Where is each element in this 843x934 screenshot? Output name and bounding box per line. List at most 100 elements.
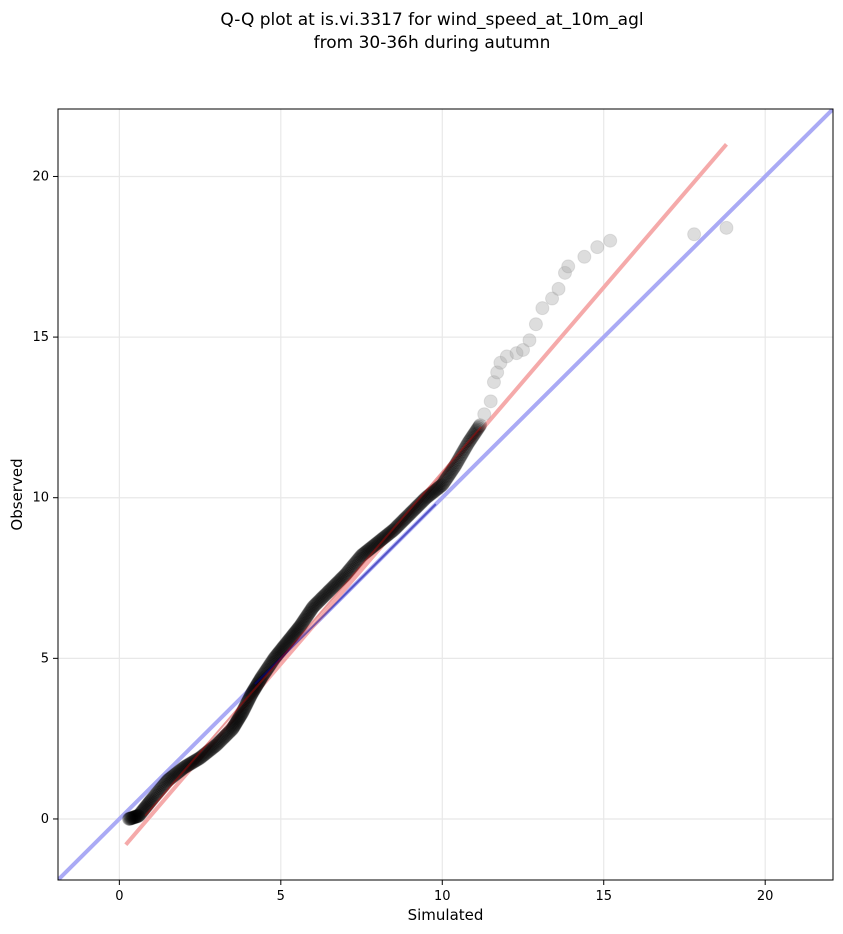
qq-point	[463, 431, 478, 446]
qq-point	[385, 523, 400, 538]
qq-point	[391, 518, 406, 533]
qq-point	[398, 511, 413, 526]
qq-point	[218, 728, 233, 743]
dense-quantile-points	[122, 418, 488, 826]
qq-point	[226, 719, 241, 734]
qq-point	[416, 493, 431, 508]
qq-point	[171, 765, 186, 780]
qq-point	[293, 619, 308, 634]
qq-point	[369, 536, 384, 551]
qq-point	[522, 333, 537, 348]
qq-point	[452, 450, 467, 465]
qq-point	[334, 571, 349, 586]
y-tick-label: 0	[41, 812, 49, 827]
identity-line	[58, 109, 833, 880]
qq-point	[374, 532, 389, 547]
qq-point	[225, 722, 240, 737]
qq-point	[405, 504, 420, 519]
qq-point	[461, 436, 476, 451]
qq-point	[202, 743, 217, 758]
qq-point	[486, 375, 501, 390]
qq-point	[240, 694, 255, 709]
qq-point	[338, 567, 353, 582]
qq-point	[429, 482, 444, 497]
qq-point	[139, 799, 154, 814]
qq-point	[276, 639, 291, 654]
qq-point	[325, 580, 340, 595]
qq-point	[326, 579, 341, 594]
qq-point	[182, 757, 197, 772]
qq-point	[216, 731, 231, 746]
qq-point	[382, 526, 397, 541]
qq-point	[437, 475, 452, 490]
qq-point	[363, 541, 378, 556]
qq-point	[473, 418, 488, 433]
chart-title: Q-Q plot at is.vi.3317 for wind_speed_at…	[220, 10, 643, 53]
qq-point	[381, 527, 396, 542]
qq-point	[457, 442, 472, 457]
qq-point	[286, 627, 301, 642]
qq-point	[228, 717, 243, 732]
qq-point	[283, 631, 298, 646]
qq-point	[158, 776, 173, 791]
qq-point	[159, 774, 174, 789]
qq-point	[468, 425, 483, 440]
qq-point	[375, 532, 390, 547]
qq-point	[314, 591, 329, 606]
qq-point	[401, 507, 416, 522]
qq-point	[164, 770, 179, 785]
qq-point	[356, 546, 371, 561]
qq-point	[443, 465, 458, 480]
qq-point	[292, 620, 307, 635]
qq-point	[281, 634, 296, 649]
qq-point	[235, 705, 250, 720]
qq-point	[140, 797, 155, 812]
qq-point	[313, 593, 328, 608]
qq-point	[185, 755, 200, 770]
qq-point	[201, 744, 216, 759]
qq-point	[250, 677, 265, 692]
qq-point	[294, 617, 309, 632]
qq-point	[420, 489, 435, 504]
qq-point	[471, 420, 486, 435]
qq-point	[143, 793, 158, 808]
qq-point	[307, 598, 322, 613]
qq-point	[277, 638, 292, 653]
fit-line	[124, 143, 728, 846]
qq-point	[467, 426, 482, 441]
qq-point	[386, 522, 401, 537]
qq-point	[130, 809, 145, 824]
qq-point	[195, 749, 210, 764]
sparse-quantile-points	[477, 220, 734, 422]
qq-point	[441, 468, 456, 483]
qq-point	[349, 554, 364, 569]
qq-point	[404, 505, 419, 520]
qq-point	[288, 624, 303, 639]
qq-point	[179, 759, 194, 774]
qq-point	[371, 534, 386, 549]
qq-point	[241, 692, 256, 707]
qq-point	[450, 455, 465, 470]
qq-point	[421, 488, 436, 503]
qq-point	[128, 809, 143, 824]
qq-point	[224, 723, 239, 738]
qq-point	[438, 473, 453, 488]
qq-point	[370, 535, 385, 550]
qq-point	[299, 609, 314, 624]
qq-point	[406, 503, 421, 518]
qq-point	[132, 807, 147, 822]
qq-point	[413, 496, 428, 511]
qq-point	[464, 430, 479, 445]
qq-point	[362, 542, 377, 557]
qq-point	[166, 768, 181, 783]
qq-point	[431, 480, 446, 495]
qq-point	[191, 751, 206, 766]
qq-point	[438, 472, 453, 487]
qq-point	[163, 771, 178, 786]
qq-point	[310, 595, 325, 610]
qq-point	[212, 734, 227, 749]
qq-point	[458, 440, 473, 455]
qq-point	[477, 407, 492, 422]
qq-point	[273, 643, 288, 658]
qq-point	[206, 739, 221, 754]
